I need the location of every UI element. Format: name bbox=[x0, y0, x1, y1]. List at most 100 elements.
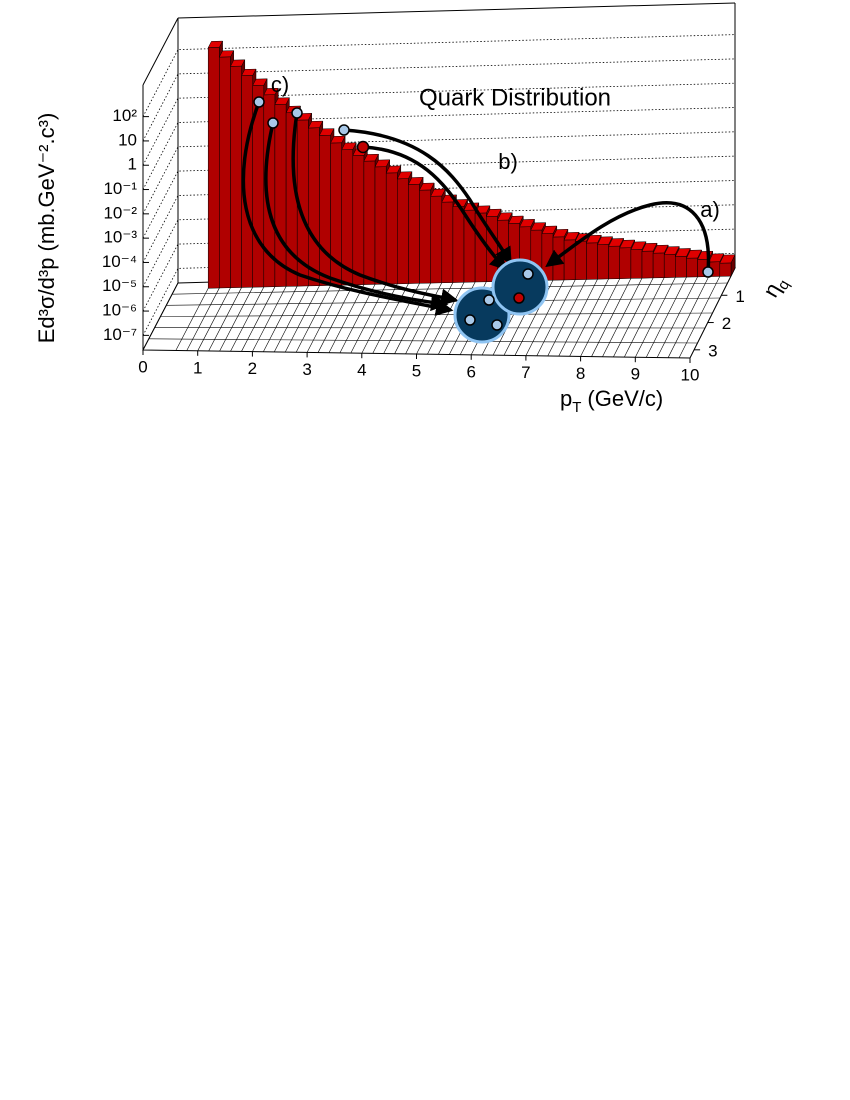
quark bbox=[291, 107, 303, 119]
bar-front bbox=[586, 242, 598, 280]
z-tick-label: 1 bbox=[735, 287, 744, 306]
y-tick-label: 10 bbox=[118, 130, 137, 149]
floor-grid-line bbox=[172, 282, 728, 295]
annotation: a) bbox=[700, 197, 720, 222]
bar-top bbox=[530, 222, 547, 231]
quark bbox=[513, 292, 525, 304]
x-tick-label: 9 bbox=[631, 365, 640, 384]
bar-front bbox=[452, 206, 465, 283]
z-tick-label: 3 bbox=[708, 341, 717, 360]
bar-top bbox=[630, 241, 647, 250]
arrow bbox=[343, 128, 512, 266]
z-axis-label: ηq bbox=[758, 271, 794, 303]
hadrons bbox=[253, 96, 714, 344]
arrow bbox=[545, 201, 711, 273]
arrow bbox=[264, 122, 449, 312]
bar-front bbox=[374, 166, 387, 285]
bar-front bbox=[630, 249, 643, 279]
bar-top bbox=[330, 135, 346, 144]
bar-front bbox=[352, 155, 365, 286]
x-tick-label: 3 bbox=[302, 360, 311, 379]
quark bbox=[522, 268, 534, 280]
chart-title: Quark Distribution bbox=[419, 84, 611, 111]
y-tick-label: 1 bbox=[128, 155, 137, 174]
bar-front bbox=[430, 195, 443, 284]
bar-top bbox=[230, 59, 246, 67]
bar-top bbox=[218, 50, 235, 58]
x-tick-label: 2 bbox=[248, 359, 257, 378]
grid-line bbox=[142, 107, 736, 190]
arrow bbox=[362, 145, 508, 271]
bar-top bbox=[608, 238, 625, 247]
bar-front bbox=[308, 127, 320, 287]
bar-front bbox=[419, 189, 431, 284]
arrow bbox=[291, 112, 459, 306]
hadron bbox=[491, 258, 549, 316]
x-axis-subscript: T bbox=[572, 399, 581, 416]
x-tick-label: 8 bbox=[576, 364, 585, 383]
y-tick-label: 10⁻¹ bbox=[103, 179, 137, 198]
bar-top bbox=[241, 68, 257, 76]
bar-front bbox=[397, 178, 409, 285]
y-tick-label: 10⁻⁶ bbox=[102, 301, 137, 320]
bar-front bbox=[319, 134, 331, 286]
y-tick-label: 10⁻² bbox=[103, 203, 137, 222]
bar-front bbox=[441, 201, 454, 284]
z-tick-label: 2 bbox=[722, 314, 731, 333]
grid-line bbox=[142, 58, 736, 142]
axis-frame bbox=[142, 17, 179, 86]
bar-top bbox=[207, 40, 224, 48]
quark bbox=[253, 96, 265, 108]
quark bbox=[702, 266, 714, 278]
bar-front bbox=[207, 47, 220, 289]
x-tick-label: 7 bbox=[521, 363, 530, 382]
bar-top bbox=[307, 120, 324, 129]
x-axis-unit: (GeV/c) bbox=[587, 386, 663, 411]
bar-top bbox=[263, 87, 279, 96]
bar-top bbox=[496, 212, 513, 221]
grid-line bbox=[142, 180, 736, 263]
x-axis-symbol: p bbox=[560, 386, 572, 411]
bar-top bbox=[385, 165, 402, 174]
x-tick-label: 0 bbox=[138, 357, 147, 376]
bar-front bbox=[652, 252, 665, 279]
bar-front bbox=[385, 172, 398, 285]
quark bbox=[356, 140, 370, 154]
bar-front bbox=[686, 257, 698, 278]
bar-top bbox=[597, 236, 613, 245]
grid-line bbox=[142, 228, 736, 312]
x-tick-label: 10 bbox=[681, 365, 700, 384]
quark bbox=[338, 124, 350, 136]
annotation: b) bbox=[498, 149, 518, 174]
bar-front bbox=[641, 250, 654, 279]
bar-top bbox=[541, 225, 558, 234]
x-axis-label: pT (GeV/c) bbox=[560, 386, 663, 416]
bar-top bbox=[396, 171, 413, 180]
grid-line bbox=[142, 82, 736, 166]
quark bbox=[267, 117, 279, 129]
arrow bbox=[241, 101, 454, 316]
grid-line bbox=[142, 34, 736, 117]
y-tick-label: 10⁻⁵ bbox=[102, 276, 137, 295]
x-tick-label: 4 bbox=[357, 361, 366, 380]
y-axis-label: Ed³σ/d³p (mb.GeV⁻².c³) bbox=[34, 113, 59, 344]
arrows bbox=[241, 101, 711, 316]
grid-line bbox=[142, 131, 736, 214]
bar-top bbox=[585, 234, 602, 244]
bar-top bbox=[363, 153, 379, 162]
bar-front bbox=[597, 244, 609, 280]
axis-frame bbox=[177, 2, 736, 19]
annotation: c) bbox=[271, 72, 289, 97]
bar-top bbox=[274, 97, 290, 105]
bar-front bbox=[408, 183, 420, 284]
grid-line bbox=[142, 253, 736, 336]
bar-top bbox=[508, 215, 524, 224]
x-tick-label: 6 bbox=[466, 362, 475, 381]
bar-top bbox=[563, 232, 580, 241]
y-tick-label: 10⁻⁷ bbox=[103, 325, 137, 344]
bar-front bbox=[719, 262, 732, 277]
bar-top bbox=[674, 248, 691, 257]
bar-top bbox=[485, 208, 502, 217]
